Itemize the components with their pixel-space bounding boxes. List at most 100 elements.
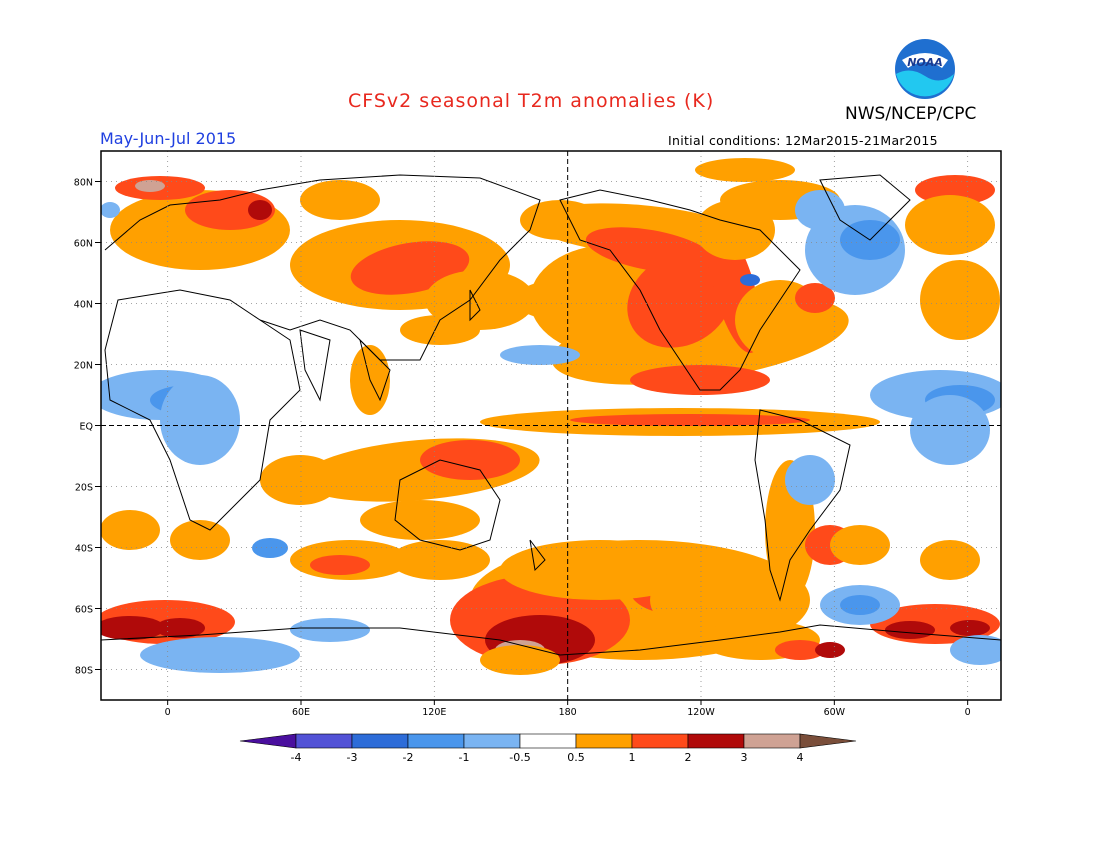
warm-anomaly-region — [815, 642, 845, 658]
colorbar-segment — [463, 733, 521, 749]
latitude-tick-label: 40N — [74, 300, 93, 311]
colorbar-segment — [743, 733, 801, 749]
longitude-tick-label: 180 — [559, 707, 577, 718]
colorbar-tick-label: 4 — [797, 751, 804, 764]
latitude-tick-label: 80N — [74, 178, 93, 189]
colorbar: -4 -3 -2 -1 -0.5 0.5 1 2 3 4 — [239, 733, 857, 764]
warm-anomaly-region — [310, 555, 370, 575]
coastline — [359, 338, 391, 402]
season-label: May-Jun-Jul 2015 — [100, 129, 237, 148]
longitude-tick-label: 120W — [687, 707, 715, 718]
warm-anomaly-region — [950, 620, 990, 636]
longitude-tick-label: 0 — [165, 707, 171, 718]
cool-anomaly-region — [910, 395, 990, 465]
longitude-tick-label: 60W — [824, 707, 846, 718]
cool-anomaly-region — [950, 635, 1001, 665]
colorbar-segment — [687, 733, 745, 749]
warm-anomaly-region — [185, 190, 275, 230]
coastline-layer — [101, 174, 1001, 656]
latitude-tick-label: 80S — [75, 666, 93, 677]
latitude-tick-label: 60S — [75, 605, 93, 616]
gridline-layer — [101, 151, 1001, 700]
warm-anomaly-region — [885, 621, 935, 639]
colorbar-segment — [351, 733, 409, 749]
warm-anomaly-region — [627, 252, 733, 348]
warm-anomaly-region — [101, 510, 160, 550]
latitude-tick-label: 20N — [74, 361, 93, 372]
warm-anomaly-region — [905, 195, 995, 255]
coastline — [104, 174, 541, 361]
colorbar-tick-label: 2 — [685, 751, 692, 764]
cool-anomaly-region — [290, 618, 370, 642]
colorbar-tick-label: -2 — [403, 751, 414, 764]
initial-conditions-label: Initial conditions: 12Mar2015-21Mar2015 — [668, 133, 938, 148]
colorbar-min-arrow — [239, 733, 297, 749]
warm-anomaly-region — [101, 616, 165, 640]
cool-anomaly-region — [785, 455, 835, 505]
warm-anomaly-region — [515, 280, 605, 320]
warm-anomaly-region — [830, 525, 890, 565]
warm-anomaly-region — [390, 540, 490, 580]
colorbar-tick-label: 1 — [629, 751, 636, 764]
colorbar-segment — [575, 733, 633, 749]
coastline — [394, 459, 501, 551]
colorbar-tick-label: 0.5 — [567, 751, 585, 764]
colorbar-max-arrow — [799, 733, 857, 749]
warm-anomaly-region — [520, 200, 600, 240]
cool-anomaly-region — [740, 274, 760, 286]
colorbar-tick-label: 3 — [741, 751, 748, 764]
cool-anomaly-region — [252, 538, 288, 558]
warm-anomaly-region — [795, 283, 835, 313]
latitude-tick-label: 20S — [75, 483, 93, 494]
colorbar-segment — [295, 733, 353, 749]
warm-anomaly-region — [248, 200, 272, 220]
cool-anomaly-region — [140, 637, 300, 673]
warm-anomaly-region — [920, 260, 1000, 340]
warm-anomaly-region — [155, 618, 205, 638]
warm-anomaly-region — [775, 640, 825, 660]
noaa-logo: NOAA — [895, 39, 955, 99]
latitude-tick-label: EQ — [80, 422, 93, 433]
warm-anomaly-region — [260, 455, 340, 505]
warm-anomaly-region — [135, 180, 165, 192]
coastline — [529, 539, 546, 572]
warm-anomaly-region — [480, 645, 560, 675]
coastline — [101, 624, 1001, 656]
map-title: CFSv2 seasonal T2m anomalies (K) — [348, 90, 715, 112]
warm-anomaly-region — [425, 270, 535, 330]
cool-anomaly-region — [500, 345, 580, 365]
warm-anomaly-region — [500, 540, 700, 600]
longitude-labels: 0 60E 120E 180 120W 60W 0 — [165, 700, 971, 718]
colorbar-segment — [519, 733, 577, 749]
coastline — [104, 289, 301, 531]
organization-label: NWS/NCEP/CPC — [845, 104, 977, 124]
warm-anomaly-region — [630, 365, 770, 395]
latitude-tick-label: 40S — [75, 544, 93, 555]
colorbar-tick-label: -0.5 — [509, 751, 530, 764]
cool-anomaly-region — [160, 375, 240, 465]
warm-anomaly-region — [400, 315, 480, 345]
colorbar-tick-label: -1 — [459, 751, 470, 764]
colorbar-tick-label: -3 — [347, 751, 358, 764]
coastline — [754, 409, 851, 602]
colorbar-segment — [631, 733, 689, 749]
longitude-tick-label: 0 — [965, 707, 971, 718]
warm-anomaly-region — [695, 200, 775, 260]
cool-anomaly-region — [101, 202, 120, 218]
warm-anomaly-region — [695, 158, 795, 182]
coastline — [819, 174, 911, 241]
warm-anomaly-region — [650, 560, 790, 640]
colorbar-segment — [407, 733, 465, 749]
colorbar-tick-label: -4 — [291, 751, 302, 764]
anomaly-field-layer — [101, 158, 1001, 675]
longitude-tick-label: 60E — [292, 707, 310, 718]
longitude-tick-label: 120E — [422, 707, 446, 718]
coastline — [299, 329, 331, 402]
warm-anomaly-region — [570, 414, 810, 426]
latitude-labels: 80N 60N 40N 20N EQ 20S 40S 60S 80S — [74, 178, 101, 677]
coastline — [469, 289, 481, 322]
warm-anomaly-region — [920, 540, 980, 580]
warm-anomaly-region — [420, 440, 520, 480]
latitude-tick-label: 60N — [74, 239, 93, 250]
